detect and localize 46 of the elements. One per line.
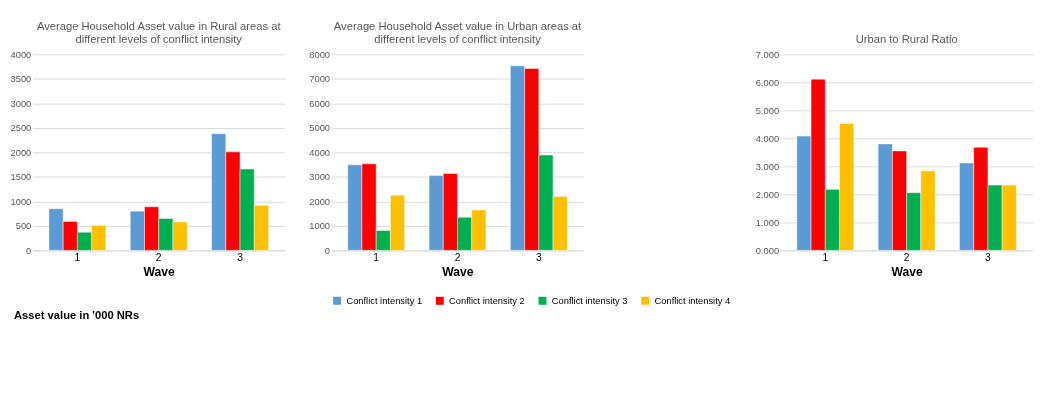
y-tick-label: 6000 <box>309 98 331 109</box>
x-tick-label: 1 <box>822 252 829 264</box>
y-tick-label: 1000 <box>309 221 331 232</box>
y-tick-label: 5.000 <box>755 105 780 116</box>
x-axis-title: Wave <box>891 265 923 280</box>
chart-title: Urban to Rural Ratio <box>855 33 958 46</box>
y-tick-label: 3000 <box>10 98 32 109</box>
y-tick-label: 0 <box>26 245 32 256</box>
chart-title: Average Household Asset value in Urban areas at different levels of conflict intensity <box>333 20 583 46</box>
x-tick-label: 3 <box>535 252 542 264</box>
x-tick-label: 1 <box>373 252 380 264</box>
y-tick-label: 8000 <box>309 49 331 60</box>
y-tick-label: 1.000 <box>755 217 780 228</box>
y-tick-label: 3.000 <box>755 161 780 172</box>
x-tick-label: 2 <box>155 252 162 264</box>
y-tick-label: 7000 <box>309 74 331 85</box>
legend-label: Conflict intensity 1 <box>346 295 423 306</box>
y-tick-label: 2500 <box>10 123 32 134</box>
y-tick-label: 6.000 <box>755 77 780 88</box>
x-tick-label: 2 <box>454 252 461 264</box>
y-tick-label: 3500 <box>10 74 32 85</box>
x-tick-label: 1 <box>74 252 81 264</box>
y-tick-label: 3000 <box>309 172 331 183</box>
legend-label: Conflict intensity 3 <box>551 295 628 306</box>
x-axis-title: Wave <box>442 265 474 280</box>
x-tick-label: 3 <box>237 252 244 264</box>
y-tick-label: 2000 <box>10 147 32 158</box>
y-tick-label: 5000 <box>309 123 331 134</box>
x-tick-label: 3 <box>985 252 992 264</box>
y-tick-label: 2.000 <box>755 189 780 200</box>
y-tick-label: 2000 <box>309 196 331 207</box>
chart-title: Average Household Asset value in Rural areas at different levels of conflict intensity <box>36 20 282 46</box>
y-tick-label: 500 <box>15 221 32 232</box>
y-tick-label: 0.000 <box>755 245 780 256</box>
y-tick-label: 0 <box>324 245 331 256</box>
legend-label: Conflict intensity 4 <box>654 295 731 306</box>
y-tick-label: 4.000 <box>755 133 780 144</box>
y-tick-label: 7.000 <box>755 49 780 60</box>
text: Asset value in '000 NRs <box>14 309 140 322</box>
x-axis-title: Wave <box>143 265 176 280</box>
y-tick-label: 4000 <box>10 49 32 60</box>
legend-label: Conflict intensity 2 <box>449 295 525 306</box>
x-tick-label: 2 <box>903 252 910 264</box>
y-tick-label: 4000 <box>309 147 331 158</box>
y-tick-label: 1500 <box>10 172 32 183</box>
y-tick-label: 1000 <box>10 196 32 207</box>
